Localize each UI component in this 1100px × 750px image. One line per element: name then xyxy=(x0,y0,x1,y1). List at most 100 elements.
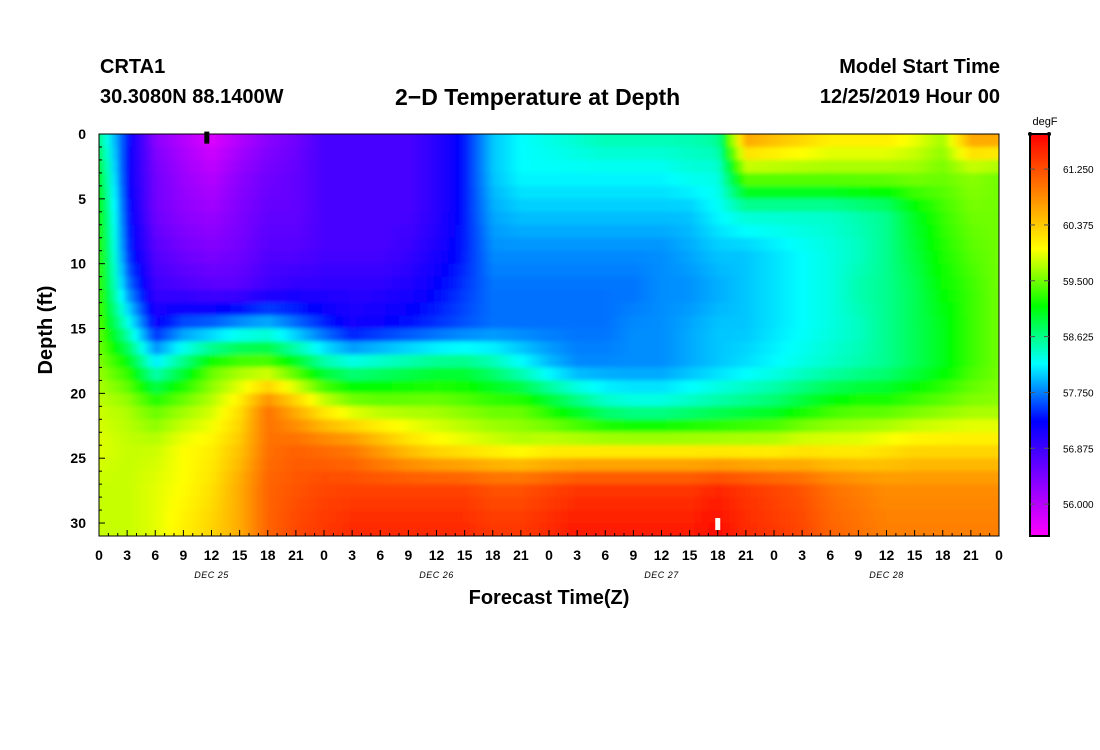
heatmap-cell xyxy=(750,211,759,226)
heatmap-cell xyxy=(455,471,463,485)
heatmap-cell xyxy=(602,497,611,511)
heatmap-cell xyxy=(328,458,337,472)
heatmap-cell xyxy=(476,419,484,433)
heatmap-cell xyxy=(321,147,330,161)
heatmap-cell xyxy=(715,445,723,459)
heatmap-cell xyxy=(715,471,723,485)
heatmap-cell xyxy=(476,406,484,420)
heatmap-cell xyxy=(1004,186,1012,200)
heatmap-cell xyxy=(110,159,119,174)
heatmap-cell xyxy=(399,147,407,161)
heatmap-cell xyxy=(609,159,618,174)
heatmap-cell xyxy=(659,289,667,304)
heatmap-cell xyxy=(595,237,604,252)
heatmap-cell xyxy=(820,510,829,524)
heatmap-cell xyxy=(560,185,569,200)
heatmap-cell xyxy=(912,471,920,485)
heatmap-cell xyxy=(321,276,330,291)
heatmap-cell xyxy=(827,380,836,394)
heatmap-cell xyxy=(328,250,337,265)
heatmap-cell xyxy=(159,393,168,407)
heatmap-cell xyxy=(167,536,175,550)
heatmap-cell xyxy=(638,302,646,317)
heatmap-cell xyxy=(905,134,913,148)
heatmap-cell xyxy=(799,497,808,511)
heatmap-cell xyxy=(989,354,998,369)
heatmap-cell xyxy=(504,224,513,239)
heatmap-cell xyxy=(490,289,498,304)
heatmap-cell xyxy=(237,380,245,394)
heatmap-cell xyxy=(328,147,337,161)
heatmap-cell xyxy=(560,484,569,498)
heatmap-cell xyxy=(349,289,358,304)
heatmap-cell xyxy=(370,484,379,498)
heatmap-cell xyxy=(602,406,611,420)
heatmap-cell xyxy=(469,134,477,148)
heatmap-cell xyxy=(490,523,498,536)
heatmap-cell xyxy=(476,185,484,200)
heatmap-cell xyxy=(392,419,400,433)
heatmap-cell xyxy=(244,367,252,381)
heatmap-cell xyxy=(961,289,970,304)
heatmap-cell xyxy=(694,159,702,174)
heatmap-cell xyxy=(483,458,491,472)
heatmap-cell xyxy=(708,315,716,330)
heatmap-cell xyxy=(827,250,836,265)
heatmap-cell xyxy=(785,523,794,536)
heatmap-cell xyxy=(588,134,597,148)
heatmap-cell xyxy=(638,159,646,174)
heatmap-cell xyxy=(349,302,358,317)
heatmap-cell xyxy=(216,354,224,369)
heatmap-cell xyxy=(884,172,892,187)
heatmap-cell xyxy=(595,134,604,135)
heatmap-cell xyxy=(701,484,709,498)
heatmap-cell xyxy=(982,276,991,291)
heatmap-cell xyxy=(448,367,456,381)
heatmap-cell xyxy=(300,159,309,174)
heatmap-cell xyxy=(750,328,759,343)
heatmap-cell xyxy=(877,198,885,213)
heatmap-cell xyxy=(251,406,259,420)
heatmap-cell xyxy=(90,290,98,304)
heatmap-cell xyxy=(511,471,520,485)
heatmap-cell xyxy=(314,432,323,446)
heatmap-cell xyxy=(701,328,709,343)
heatmap-cell xyxy=(272,497,280,511)
heatmap-cell xyxy=(715,354,723,369)
heatmap-cell xyxy=(609,276,618,291)
heatmap-cell xyxy=(370,393,379,407)
heatmap-cell xyxy=(912,432,920,446)
x-tick-label: 3 xyxy=(348,547,356,563)
heatmap-cell xyxy=(574,198,583,213)
heatmap-cell xyxy=(342,471,351,485)
heatmap-cell xyxy=(167,172,175,187)
heatmap-cell xyxy=(490,237,498,252)
heatmap-cell xyxy=(497,289,505,304)
heatmap-cell xyxy=(462,250,470,265)
heatmap-cell xyxy=(328,315,337,330)
heatmap-cell xyxy=(434,224,442,239)
heatmap-cell xyxy=(406,211,414,226)
heatmap-cell xyxy=(314,393,323,407)
heatmap-cell xyxy=(441,510,449,524)
heatmap-cell xyxy=(567,185,576,200)
heatmap-cell xyxy=(926,393,934,407)
heatmap-cell xyxy=(799,315,808,330)
heatmap-cell xyxy=(117,250,126,265)
heatmap-cell xyxy=(729,211,738,226)
heatmap-cell xyxy=(223,497,231,511)
heatmap-cell xyxy=(673,536,681,550)
heatmap-cell xyxy=(272,302,280,317)
heatmap-cell xyxy=(785,211,794,226)
heatmap-cell xyxy=(483,497,491,511)
heatmap-cell xyxy=(539,198,548,213)
heatmap-cell xyxy=(272,172,280,187)
heatmap-cell xyxy=(961,341,970,356)
heatmap-cell xyxy=(385,536,393,550)
heatmap-cell xyxy=(174,172,182,187)
heatmap-cell xyxy=(490,315,498,330)
heatmap-cell xyxy=(785,289,794,304)
heatmap-cell xyxy=(300,147,309,161)
heatmap-cell xyxy=(996,523,999,536)
heatmap-cell xyxy=(546,134,555,135)
